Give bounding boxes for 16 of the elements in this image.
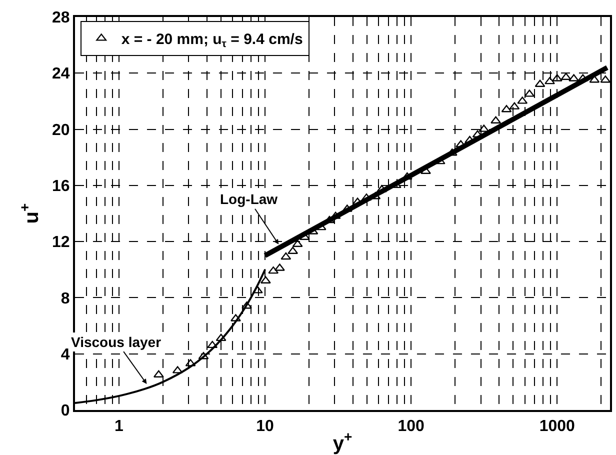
x-tick-label: 1 — [114, 418, 124, 436]
legend-label: x = - 20 mm; u$_{τ}$ = 9.4 cm/s — [121, 31, 303, 50]
x-tick-label: 100 — [398, 418, 425, 436]
annotation: Viscous layer — [71, 334, 162, 350]
x-tick-label: 10 — [256, 418, 274, 436]
y-tick-label: 16 — [52, 178, 70, 196]
y-tick-label: 20 — [52, 122, 70, 139]
x-tick-label: 1000 — [539, 418, 576, 436]
y-tick-label: 8 — [60, 290, 70, 308]
y-tick-label: 24 — [52, 66, 70, 83]
x-axis-title: y$^{+}$ — [332, 428, 352, 455]
y-tick-label: 0 — [60, 402, 70, 420]
y-tick-label: 28 — [52, 10, 70, 27]
annotation: Log-Law — [220, 191, 278, 207]
y-tick-label: 4 — [60, 346, 70, 364]
y-tick-label: 12 — [52, 234, 70, 252]
